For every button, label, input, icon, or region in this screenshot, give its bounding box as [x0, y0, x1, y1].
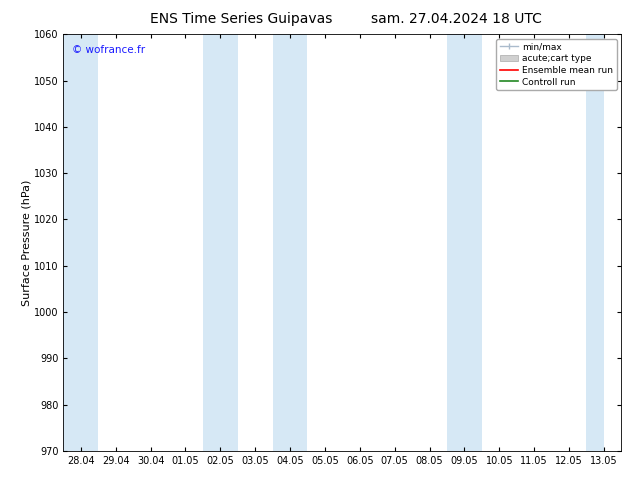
Bar [447, 34, 482, 451]
Text: © wofrance.fr: © wofrance.fr [72, 45, 145, 55]
Legend: min/max, acute;cart type, Ensemble mean run, Controll run: min/max, acute;cart type, Ensemble mean … [496, 39, 617, 90]
Bar [586, 34, 604, 451]
Bar [63, 34, 98, 451]
Bar [203, 34, 238, 451]
Text: ENS Time Series Guipavas: ENS Time Series Guipavas [150, 12, 332, 26]
Y-axis label: Surface Pressure (hPa): Surface Pressure (hPa) [21, 179, 31, 306]
Bar [273, 34, 307, 451]
Text: sam. 27.04.2024 18 UTC: sam. 27.04.2024 18 UTC [371, 12, 542, 26]
